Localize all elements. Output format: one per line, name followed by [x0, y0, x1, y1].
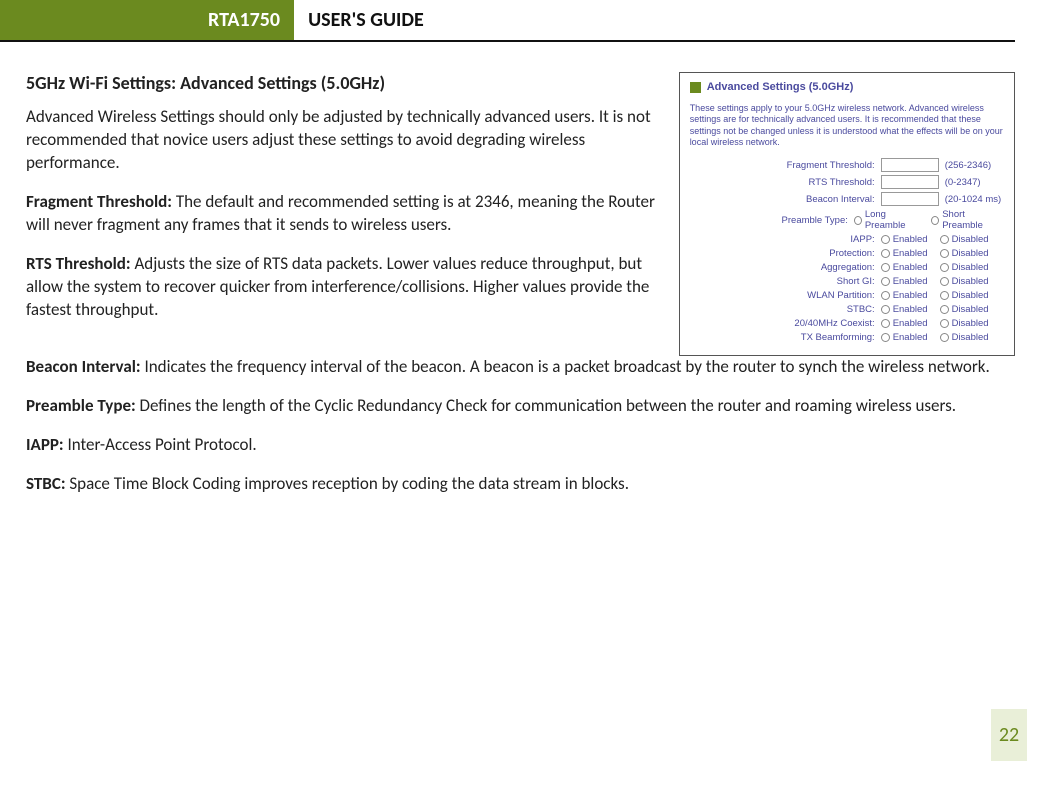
radio-stbc-enabled[interactable]	[881, 305, 890, 314]
radio-label: Long Preamble	[865, 209, 919, 231]
term-label: Beacon Interval:	[26, 356, 141, 377]
radio-label: Disabled	[952, 276, 989, 287]
term-label: Preamble Type:	[26, 395, 136, 416]
radio-protection-enabled[interactable]	[881, 249, 890, 258]
term-label: Fragment Threshold:	[26, 191, 172, 212]
radio-short-preamble[interactable]	[931, 216, 939, 225]
field-label: WLAN Partition:	[690, 290, 875, 301]
def-fragment-threshold: Fragment Threshold: The default and reco…	[26, 191, 661, 237]
term-text: Space Time Block Coding improves recepti…	[66, 473, 629, 494]
page-content: 5GHz Wi-Fi Settings: Advanced Settings (…	[0, 42, 1041, 496]
radio-label: Enabled	[893, 332, 928, 343]
field-label: RTS Threshold:	[690, 177, 875, 188]
term-label: IAPP:	[26, 434, 64, 455]
field-label: Short GI:	[690, 276, 875, 287]
radio-label: Disabled	[952, 318, 989, 329]
term-text: Defines the length of the Cyclic Redunda…	[136, 395, 956, 416]
radio-label: Disabled	[952, 248, 989, 259]
radio-shortgi-enabled[interactable]	[881, 277, 890, 286]
radio-long-preamble[interactable]	[854, 216, 862, 225]
radio-iapp-enabled[interactable]	[881, 235, 890, 244]
radio-wlan-disabled[interactable]	[940, 291, 949, 300]
radio-label: Enabled	[893, 234, 928, 245]
term-label: STBC:	[26, 473, 66, 494]
screenshot-form: Fragment Threshold: (256-2346) RTS Thres…	[690, 158, 1004, 343]
term-text: Inter-Access Point Protocol.	[64, 434, 257, 455]
embedded-screenshot: Advanced Settings (5.0GHz) These setting…	[679, 72, 1015, 356]
field-label: Aggregation:	[690, 262, 875, 273]
radio-stbc-disabled[interactable]	[940, 305, 949, 314]
def-rts-threshold: RTS Threshold: Adjusts the size of RTS d…	[26, 253, 661, 322]
field-label: Fragment Threshold:	[690, 160, 875, 171]
radio-coexist-enabled[interactable]	[881, 319, 890, 328]
row-short-gi: Short GI: Enabled Disabled	[690, 276, 1004, 287]
row-wlan-partition: WLAN Partition: Enabled Disabled	[690, 290, 1004, 301]
radio-label: Short Preamble	[942, 209, 998, 231]
radio-aggregation-disabled[interactable]	[940, 263, 949, 272]
radio-label: Enabled	[893, 290, 928, 301]
field-label: Protection:	[690, 248, 875, 259]
intro-paragraph: Advanced Wireless Settings should only b…	[26, 106, 661, 175]
row-rts-threshold: RTS Threshold: (0-2347)	[690, 175, 1004, 189]
radio-label: Disabled	[952, 304, 989, 315]
section-title: 5GHz Wi-Fi Settings: Advanced Settings (…	[26, 72, 661, 94]
radio-protection-disabled[interactable]	[940, 249, 949, 258]
header-bar: RTA1750 USER'S GUIDE	[0, 0, 1015, 42]
radio-iapp-disabled[interactable]	[940, 235, 949, 244]
screenshot-description: These settings apply to your 5.0GHz wire…	[690, 103, 1004, 148]
screenshot-title: Advanced Settings (5.0GHz)	[707, 81, 854, 93]
radio-label: Disabled	[952, 262, 989, 273]
radio-label: Enabled	[893, 262, 928, 273]
def-preamble-type: Preamble Type: Defines the length of the…	[26, 395, 1015, 418]
beacon-interval-input[interactable]	[881, 192, 939, 206]
field-label: 20/40MHz Coexist:	[690, 318, 875, 329]
field-range: (20-1024 ms)	[945, 194, 1002, 205]
field-range: (0-2347)	[945, 177, 981, 188]
radio-label: Enabled	[893, 304, 928, 315]
radio-aggregation-enabled[interactable]	[881, 263, 890, 272]
radio-label: Enabled	[893, 318, 928, 329]
header-model: RTA1750	[200, 0, 294, 40]
row-fragment-threshold: Fragment Threshold: (256-2346)	[690, 158, 1004, 172]
header-accent-block	[0, 0, 200, 40]
row-stbc: STBC: Enabled Disabled	[690, 304, 1004, 315]
field-label: TX Beamforming:	[690, 332, 875, 343]
row-tx-beamforming: TX Beamforming: Enabled Disabled	[690, 332, 1004, 343]
row-aggregation: Aggregation: Enabled Disabled	[690, 262, 1004, 273]
header-guide-title: USER'S GUIDE	[294, 0, 438, 40]
field-label: Preamble Type:	[690, 215, 848, 226]
radio-txbf-enabled[interactable]	[881, 333, 890, 342]
radio-label: Disabled	[952, 290, 989, 301]
row-preamble-type: Preamble Type: Long Preamble Short Pream…	[690, 209, 1004, 231]
radio-label: Enabled	[893, 276, 928, 287]
fragment-threshold-input[interactable]	[881, 158, 939, 172]
page-number-badge: 22	[991, 709, 1027, 761]
def-iapp: IAPP: Inter-Access Point Protocol.	[26, 434, 1015, 457]
radio-coexist-disabled[interactable]	[940, 319, 949, 328]
field-range: (256-2346)	[945, 160, 991, 171]
accent-square-icon	[690, 82, 701, 93]
term-text: Indicates the frequency interval of the …	[141, 356, 990, 377]
radio-label: Enabled	[893, 248, 928, 259]
radio-txbf-disabled[interactable]	[940, 333, 949, 342]
field-label: Beacon Interval:	[690, 194, 875, 205]
radio-wlan-enabled[interactable]	[881, 291, 890, 300]
def-beacon-interval: Beacon Interval: Indicates the frequency…	[26, 356, 1015, 379]
radio-label: Disabled	[952, 332, 989, 343]
field-label: IAPP:	[690, 234, 875, 245]
row-protection: Protection: Enabled Disabled	[690, 248, 1004, 259]
rts-threshold-input[interactable]	[881, 175, 939, 189]
radio-shortgi-disabled[interactable]	[940, 277, 949, 286]
row-beacon-interval: Beacon Interval: (20-1024 ms)	[690, 192, 1004, 206]
row-2040-coexist: 20/40MHz Coexist: Enabled Disabled	[690, 318, 1004, 329]
row-iapp: IAPP: Enabled Disabled	[690, 234, 1004, 245]
field-label: STBC:	[690, 304, 875, 315]
radio-label: Disabled	[952, 234, 989, 245]
term-label: RTS Threshold:	[26, 253, 131, 274]
def-stbc: STBC: Space Time Block Coding improves r…	[26, 473, 1015, 496]
